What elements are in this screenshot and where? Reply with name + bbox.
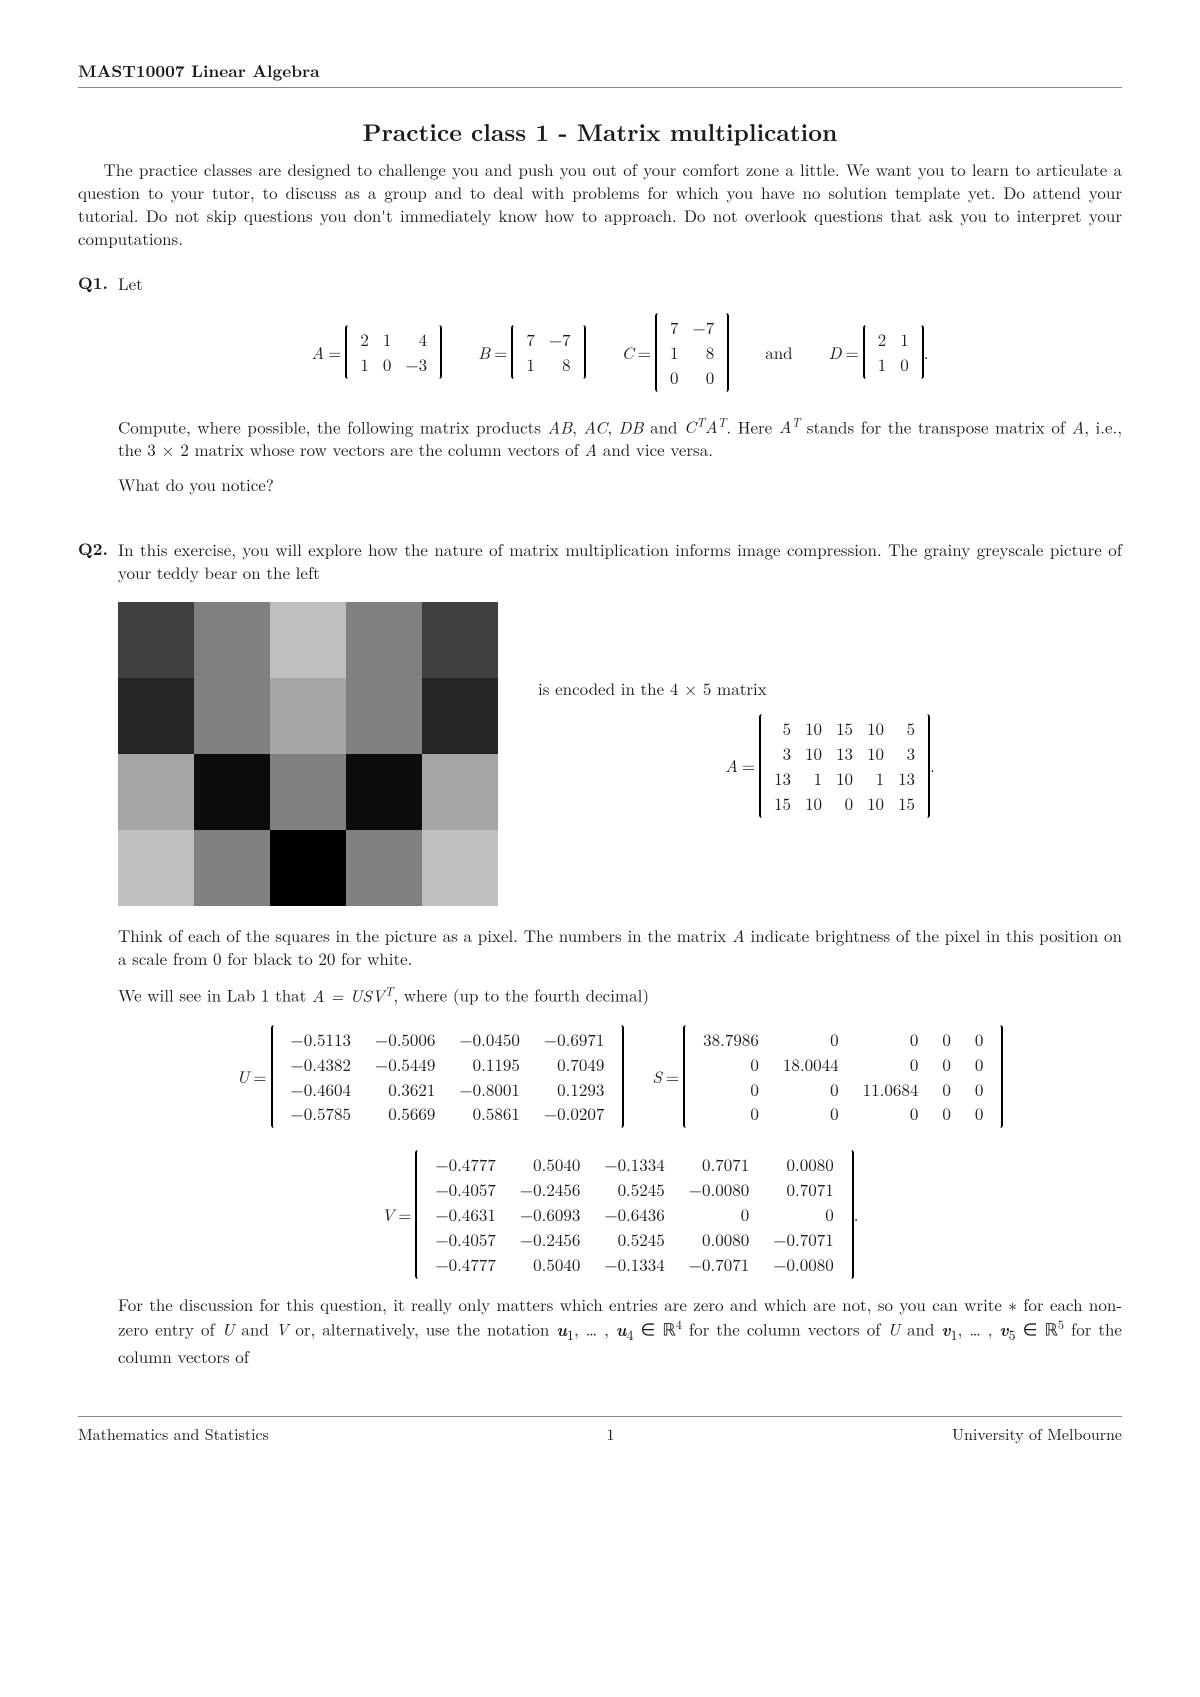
page-title: Practice class 1 - Matrix multiplication [78,116,1122,148]
footer-right: University of Melbourne [952,1423,1122,1445]
q1-lead: Let [118,272,1122,295]
q2-pixel-text: Think of each of the squares in the pict… [118,924,1122,970]
pixel-cell [422,830,498,906]
matrix-U: U=−0.5113−0.5006−0.0450−0.6971−0.4382−0.… [237,1025,625,1129]
pixel-cell [194,602,270,678]
pixel-cell [270,602,346,678]
pixel-cell [346,602,422,678]
matrix-S: S=38.79860000018.00440000011.06840000000 [652,1025,1003,1129]
pixel-cell [346,830,422,906]
q1-text1: Compute, where possible, the following m… [118,414,1122,462]
q2-lead: In this exercise, you will explore how t… [118,538,1122,584]
question-2: Q2. In this exercise, you will explore h… [78,538,1122,1380]
svd-row-US: U=−0.5113−0.5006−0.0450−0.6971−0.4382−0.… [118,1025,1122,1129]
pixel-cell [194,754,270,830]
intro-paragraph: The practice classes are designed to cha… [78,158,1122,250]
pixel-cell [270,678,346,754]
matrix-D: D=2110. [829,325,929,379]
pixel-cell [422,678,498,754]
pixel-cell [346,678,422,754]
matrix-A: A=21410−3 [312,325,443,379]
pixel-section: is encoded in the 4 × 5 matrix A=5101510… [118,602,1122,906]
pixel-cell [118,602,194,678]
question-1: Q1. Let A=21410−3 B=7−718 C=7−71800 and … [78,272,1122,508]
and-label: and [765,341,792,364]
pixel-cell [118,754,194,830]
pixel-cell [270,754,346,830]
svd-row-V: V=−0.47770.5040−0.13340.70710.0080−0.405… [118,1150,1122,1279]
q1-text2: What do you notice? [118,473,1122,496]
pixel-cell [346,754,422,830]
q2-label: Q2. [78,538,118,1380]
pixel-cell [194,678,270,754]
pixel-cell [118,678,194,754]
matrix-A-image: A=510151053101310313110113151001015. [725,714,935,818]
matrix-C: C=7−71800 [622,313,730,392]
pixel-cell [194,830,270,906]
footer-page: 1 [606,1423,614,1445]
encoded-text: is encoded in the 4 × 5 matrix [538,677,1122,700]
matrix-V: V=−0.47770.5040−0.13340.70710.0080−0.405… [382,1150,859,1279]
matrix-B: B=7−718 [478,325,585,379]
q1-label: Q1. [78,272,118,508]
q2-svd-text: We will see in Lab 1 that A = USVT, wher… [118,982,1122,1007]
pixel-cell [422,754,498,830]
pixel-cell [422,602,498,678]
pixel-grid [118,602,498,906]
pixel-cell [270,830,346,906]
pixel-cell [118,830,194,906]
page-footer: Mathematics and Statistics 1 University … [78,1416,1122,1445]
q1-matrices-row: A=21410−3 B=7−718 C=7−71800 and D=2110. [118,313,1122,392]
course-header: MAST10007 Linear Algebra [78,60,1122,88]
footer-left: Mathematics and Statistics [78,1423,269,1445]
q2-discussion-text: For the discussion for this question, it… [118,1293,1122,1368]
